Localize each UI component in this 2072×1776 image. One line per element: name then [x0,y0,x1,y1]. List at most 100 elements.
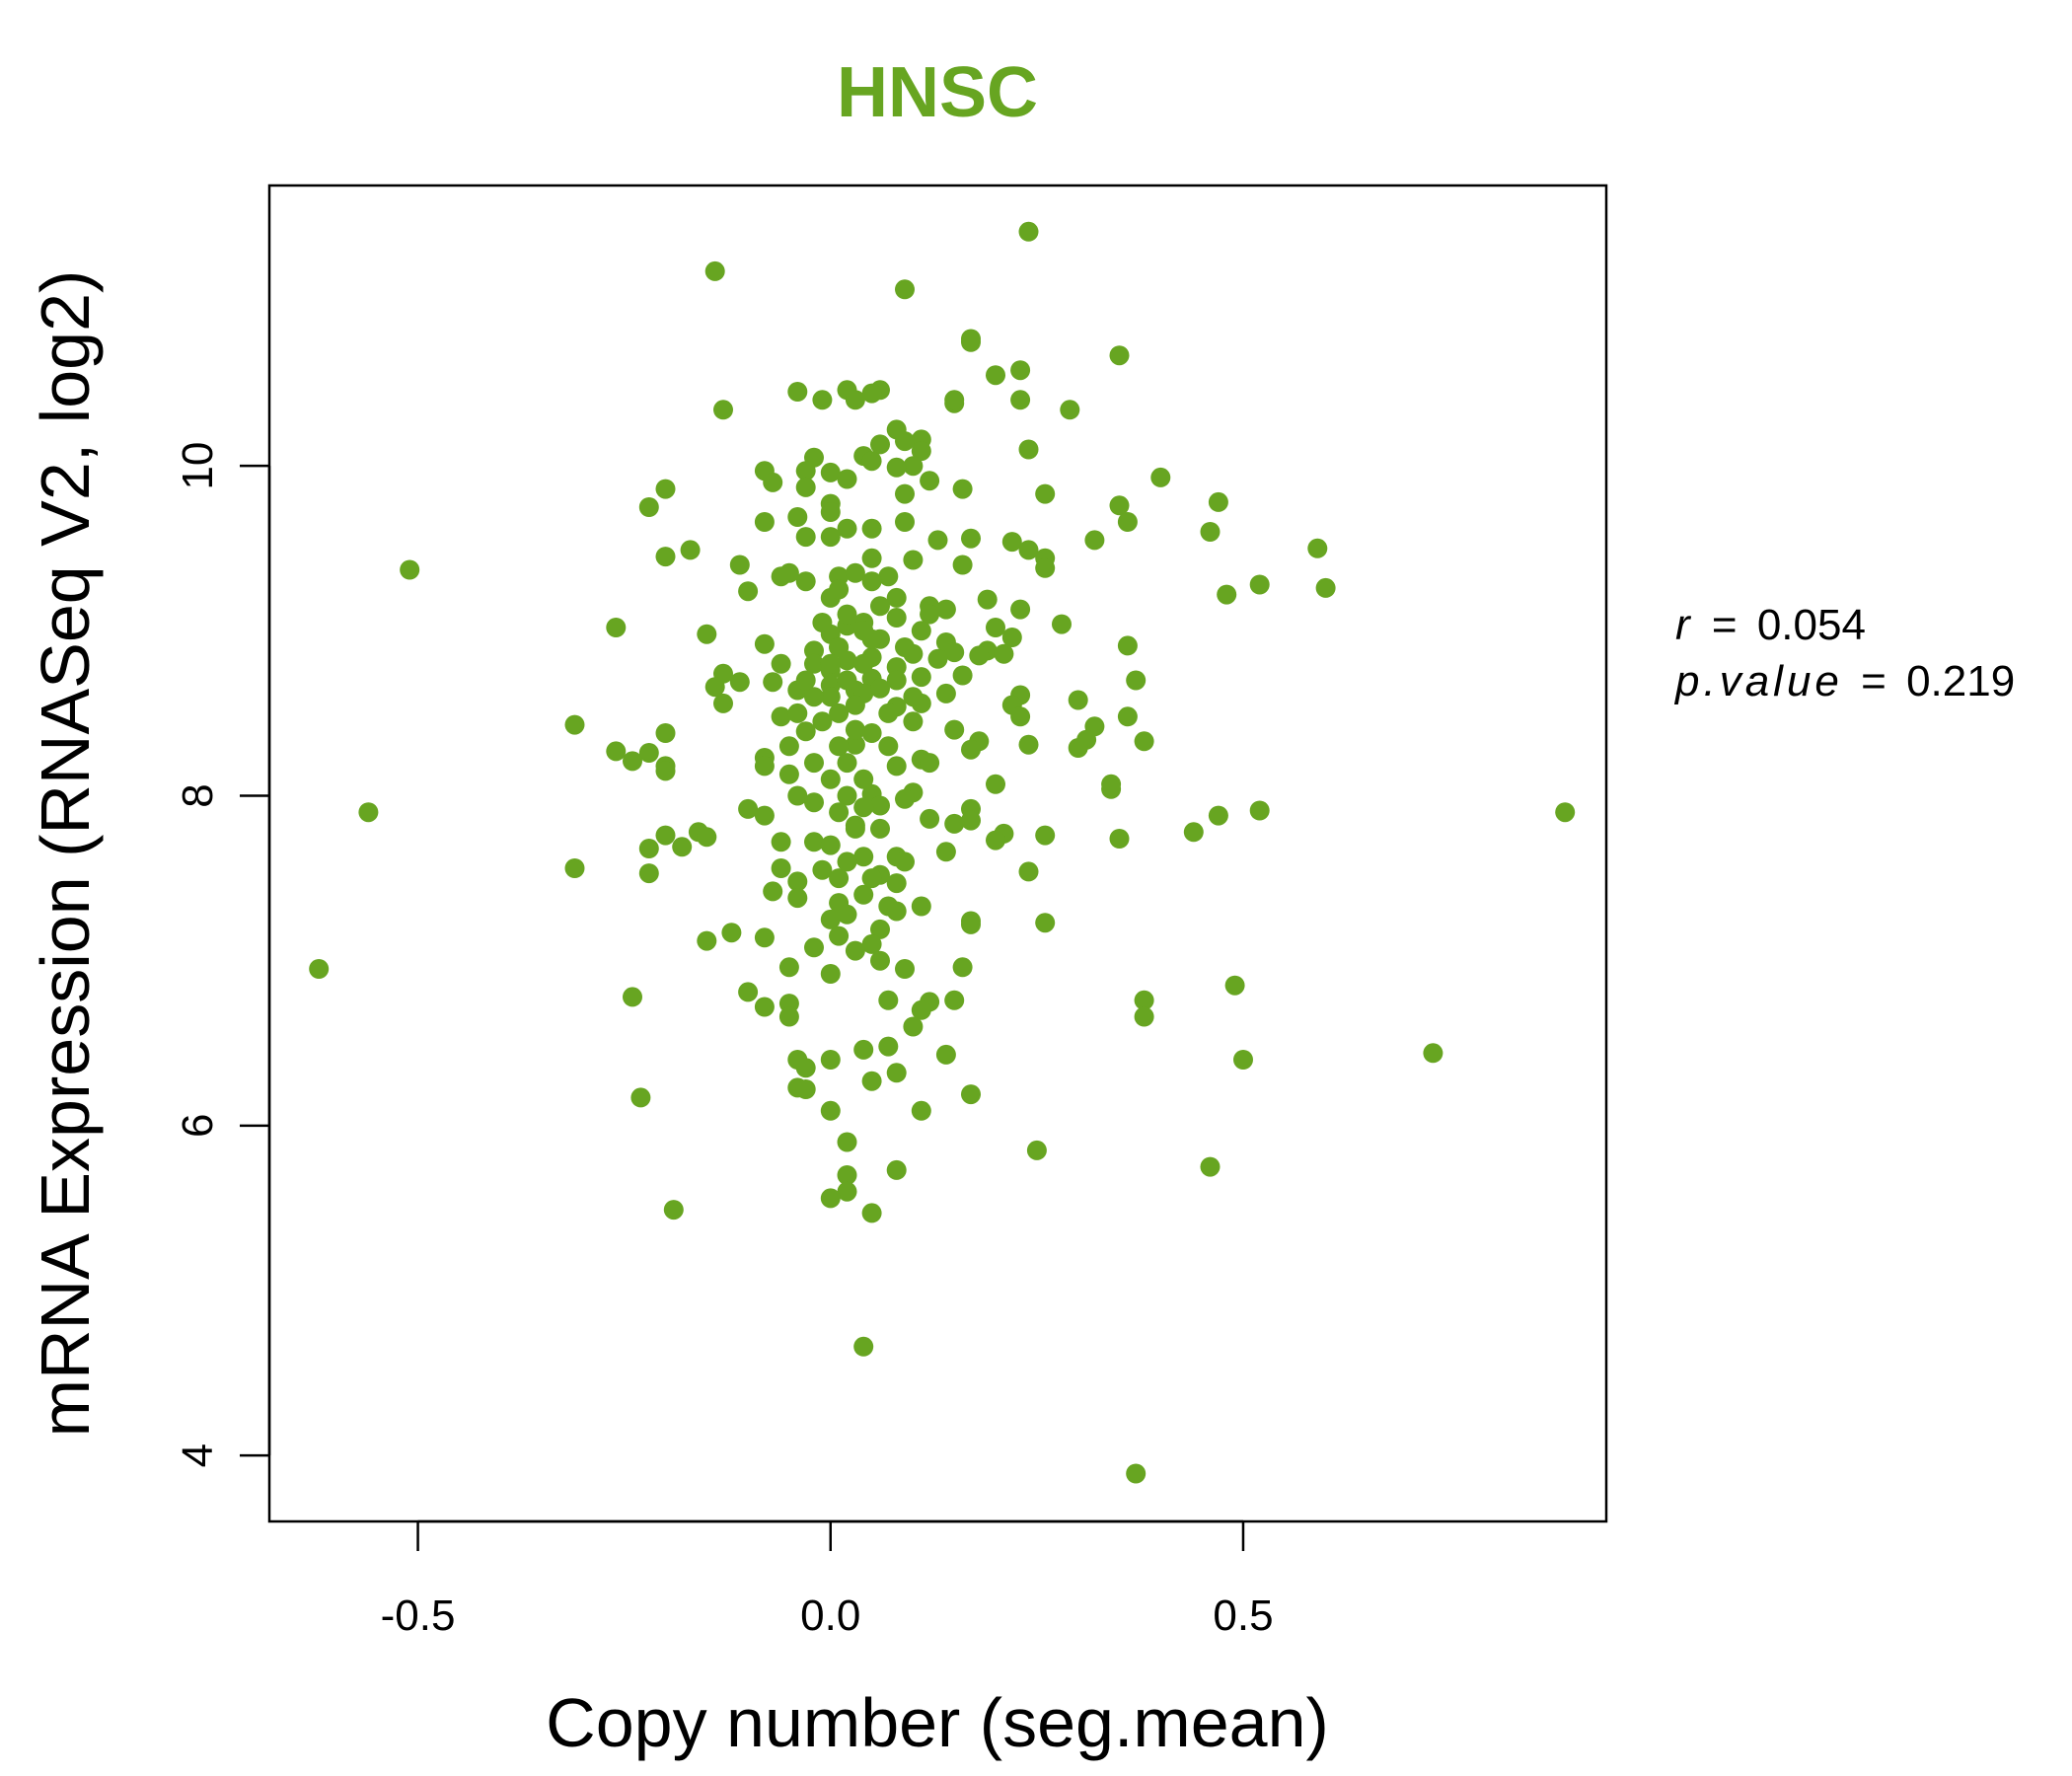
data-point [1208,805,1228,826]
stat-r-value: 0.054 [1757,601,1866,649]
data-point [829,736,850,757]
data-point [994,643,1014,664]
data-point [655,547,676,567]
data-point [804,832,824,852]
data-point [944,813,965,834]
data-point [911,896,931,917]
data-point [795,1058,816,1078]
y-tick-label: 10 [174,442,222,490]
data-point [655,761,676,781]
data-point [1010,360,1031,381]
data-point [944,642,965,663]
data-point [1249,800,1270,821]
data-point [903,550,924,570]
data-point [1018,861,1039,882]
data-point [895,637,915,657]
data-point [1126,1463,1147,1484]
data-point [870,818,890,839]
data-point [837,518,857,539]
data-point [1035,557,1056,578]
data-point [564,858,585,878]
data-point [920,808,940,829]
data-point [1117,635,1138,656]
data-point [944,719,965,740]
data-point [853,797,874,818]
data-point [886,1159,907,1180]
data-point [1084,530,1105,551]
data-point [763,881,783,902]
data-point [952,665,973,686]
data-point [886,1063,907,1083]
data-point [829,802,850,823]
y-axis: 4 6 8 10 [174,442,271,1467]
data-point [837,1132,857,1152]
data-point [1018,439,1039,460]
data-point [754,927,775,948]
data-point [903,1016,924,1037]
data-point [861,1203,882,1223]
data-point [721,923,742,943]
data-point [638,497,659,517]
data-point [845,719,865,740]
data-point [1001,532,1022,553]
data-point [969,645,990,666]
data-point [795,670,816,691]
data-point [911,999,931,1020]
data-point [804,687,824,707]
data-point [886,587,907,608]
data-point [870,678,890,699]
data-point [820,462,841,482]
data-point [564,714,585,735]
data-point [804,792,824,813]
data-point [845,734,865,755]
data-point [778,764,799,784]
data-point [1035,913,1056,933]
data-point [911,667,931,688]
data-point [886,608,907,628]
data-point [738,798,759,819]
data-point [655,479,676,499]
data-point [623,751,642,772]
data-points [309,221,1576,1484]
stat-p: p.value = 0.219 [1673,657,2015,705]
data-point [845,818,865,839]
data-point [804,937,824,958]
data-point [820,1188,841,1209]
data-point [1150,467,1171,487]
stat-r: r = 0.054 [1675,601,1866,649]
data-point [878,703,899,723]
data-point [952,957,973,978]
data-point [713,693,733,713]
x-tick-label: -0.5 [381,1591,456,1640]
data-point [1018,734,1039,755]
data-point [738,581,759,602]
data-point [829,925,850,946]
data-point [920,753,940,774]
data-point [400,559,420,580]
data-point [787,785,808,806]
data-point [837,785,857,806]
data-point [754,997,775,1017]
stat-p-value: 0.219 [1906,657,2015,705]
data-point [729,672,750,693]
data-point [927,648,948,669]
data-point [837,904,857,925]
data-point [1010,706,1031,727]
data-point [895,431,915,452]
data-point [886,901,907,922]
x-tick-label: 0.5 [1213,1591,1273,1640]
data-point [1035,825,1056,846]
data-point [837,670,857,691]
data-point [638,839,659,858]
data-point [623,987,642,1007]
data-point [845,940,865,961]
data-point [820,909,841,929]
data-point [870,795,890,816]
data-point [763,672,783,693]
data-point [309,959,330,979]
data-point [606,618,627,637]
data-point [878,566,899,587]
data-point [680,540,701,560]
data-point [655,825,676,846]
data-point [663,1200,684,1221]
